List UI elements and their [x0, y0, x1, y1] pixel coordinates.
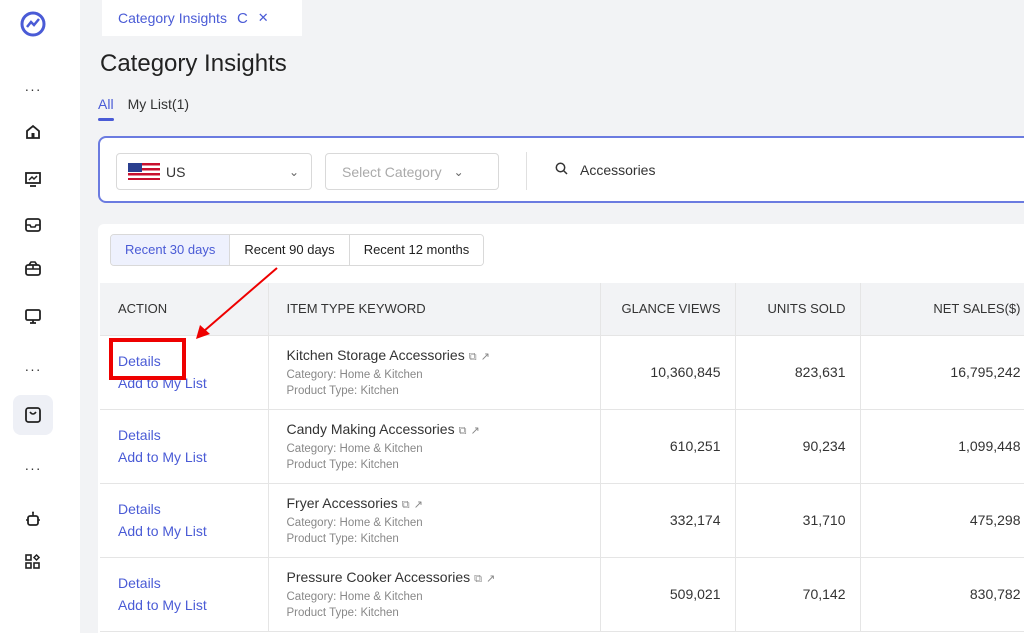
- net-sales-cell: 16,795,242: [860, 335, 1024, 410]
- tab-category-insights[interactable]: Category Insights C ✕: [102, 0, 302, 36]
- units-sold-cell: 90,234: [735, 409, 861, 484]
- search-icon: [555, 162, 568, 178]
- monitor-icon[interactable]: [22, 305, 44, 327]
- category-text: Category: Home & Kitchen: [286, 517, 423, 529]
- table-header-row: ACTION ITEM TYPE KEYWORD GLANCE VIEWS UN…: [100, 283, 1024, 336]
- external-link-icon[interactable]: ↗: [486, 573, 496, 585]
- glance-views-cell: 610,251: [600, 409, 736, 484]
- category-text: Category: Home & Kitchen: [286, 443, 423, 455]
- robot-icon[interactable]: [22, 508, 44, 530]
- divider: [526, 152, 527, 190]
- tab-all[interactable]: All: [98, 96, 114, 121]
- apps-icon[interactable]: [22, 551, 44, 573]
- home-icon[interactable]: [22, 121, 44, 143]
- category-placeholder: Select Category: [342, 163, 442, 180]
- inbox-icon[interactable]: [22, 214, 44, 236]
- logo-icon[interactable]: [20, 11, 46, 37]
- product-type-text: Product Type: Kitchen: [286, 385, 399, 397]
- table-row: Details Add to My List Kitchen Storage Ac…: [100, 335, 1024, 410]
- country-select[interactable]: US ⌄: [116, 153, 312, 190]
- tab-label: Category Insights: [118, 10, 227, 26]
- external-link-icon[interactable]: ↗: [413, 499, 423, 511]
- refresh-icon[interactable]: C: [236, 9, 248, 27]
- keyword-text: Fryer Accessories: [286, 495, 398, 511]
- main-content: Category Insights All My List(1) US ⌄ Se…: [80, 36, 1024, 633]
- copy-icon[interactable]: ⧉: [474, 573, 482, 585]
- annotation-highlight-box: [109, 338, 186, 380]
- units-sold-cell: 70,142: [735, 557, 861, 632]
- net-sales-cell: 830,782: [860, 557, 1024, 632]
- close-icon[interactable]: ✕: [257, 10, 269, 25]
- table-row: Details Add to My List Candy Making Acces…: [100, 409, 1024, 484]
- add-to-list-link[interactable]: Add to My List: [118, 449, 207, 465]
- range-30-days[interactable]: Recent 30 days: [111, 235, 231, 265]
- filter-bar: US ⌄ Select Category ⌄ Accessories: [98, 136, 1024, 203]
- tab-bar: Category Insights C ✕: [80, 0, 1024, 36]
- header-units-sold: UNITS SOLD: [735, 283, 861, 336]
- results-table: ACTION ITEM TYPE KEYWORD GLANCE VIEWS UN…: [100, 283, 1024, 632]
- details-link[interactable]: Details: [118, 501, 161, 517]
- keyword-text: Candy Making Accessories: [286, 421, 455, 437]
- sidebar: ··· ··· ···: [0, 0, 80, 633]
- table-row: Details Add to My List Fryer Accessories ⧉…: [100, 483, 1024, 558]
- copy-icon[interactable]: ⧉: [468, 351, 477, 363]
- add-to-list-link[interactable]: Add to My List: [118, 597, 207, 613]
- category-text: Category: Home & Kitchen: [286, 369, 423, 381]
- more-icon[interactable]: ···: [24, 361, 42, 377]
- units-sold-cell: 31,710: [735, 483, 861, 558]
- category-select[interactable]: Select Category ⌄: [325, 153, 499, 190]
- country-value: US: [166, 163, 186, 180]
- active-nav-highlight: [13, 395, 53, 435]
- range-12-months[interactable]: Recent 12 months: [349, 235, 484, 265]
- search-input[interactable]: Accessories: [555, 162, 655, 178]
- category-text: Category: Home & Kitchen: [286, 591, 423, 603]
- header-glance-views: GLANCE VIEWS: [600, 283, 736, 336]
- product-type-text: Product Type: Kitchen: [286, 607, 399, 619]
- box-icon[interactable]: [22, 258, 44, 280]
- units-sold-cell: 823,631: [735, 335, 861, 410]
- glance-views-cell: 332,174: [600, 483, 736, 558]
- keyword-text: Pressure Cooker Accessories: [286, 569, 471, 585]
- us-flag-icon: [128, 163, 160, 180]
- product-type-text: Product Type: Kitchen: [286, 533, 399, 545]
- chevron-down-icon: ⌄: [288, 164, 299, 179]
- more-icon[interactable]: ···: [24, 81, 42, 97]
- net-sales-cell: 475,298: [860, 483, 1024, 558]
- details-link[interactable]: Details: [118, 575, 161, 591]
- header-keyword: ITEM TYPE KEYWORD: [268, 283, 601, 336]
- chart-icon[interactable]: [22, 168, 44, 190]
- glance-views-cell: 10,360,845: [600, 335, 736, 410]
- copy-icon[interactable]: ⧉: [401, 499, 410, 511]
- net-sales-cell: 1,099,448: [860, 409, 1024, 484]
- page-title: Category Insights: [100, 50, 287, 77]
- tab-my-list[interactable]: My List(1): [127, 96, 190, 112]
- keyword-text: Kitchen Storage Accessories: [286, 347, 465, 363]
- details-link[interactable]: Details: [118, 427, 161, 443]
- glance-views-cell: 509,021: [600, 557, 736, 632]
- chevron-down-icon: ⌄: [453, 164, 464, 179]
- copy-icon[interactable]: ⧉: [458, 425, 467, 437]
- external-link-icon[interactable]: ↗: [470, 425, 480, 437]
- product-type-text: Product Type: Kitchen: [286, 459, 399, 471]
- table-row: Details Add to My List Pressure Cooker Ac…: [100, 557, 1024, 632]
- date-range-tabs: Recent 30 days Recent 90 days Recent 12 …: [110, 234, 485, 266]
- subtabs: All My List(1): [98, 96, 190, 121]
- more-icon[interactable]: ···: [24, 460, 42, 476]
- bag-icon[interactable]: [22, 404, 44, 426]
- results-card: Recent 30 days Recent 90 days Recent 12 …: [98, 224, 1024, 633]
- external-link-icon[interactable]: ↗: [480, 351, 490, 363]
- header-action: ACTION: [100, 283, 269, 336]
- header-net-sales: NET SALES($): [860, 283, 1024, 336]
- search-value: Accessories: [580, 162, 656, 178]
- details-link[interactable]: Details: [118, 353, 161, 369]
- range-90-days[interactable]: Recent 90 days: [230, 235, 350, 265]
- add-to-list-link[interactable]: Add to My List: [118, 523, 207, 539]
